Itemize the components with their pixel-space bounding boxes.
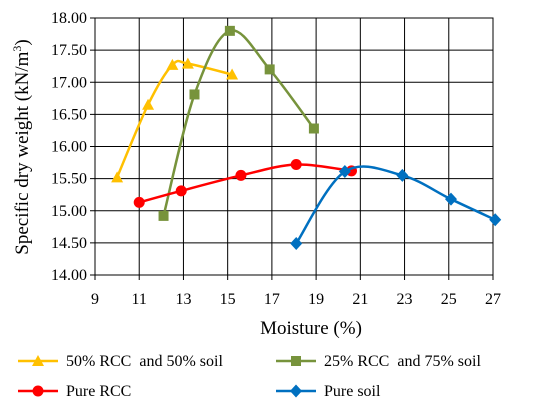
legend-item: 25% RCC and 75% soil <box>276 353 481 370</box>
x-tick-label: 9 <box>91 291 99 308</box>
series-line <box>115 59 233 178</box>
series-line <box>295 165 496 245</box>
legend: 50% RCC and 50% soil 25% RCC and 75% soil… <box>18 353 481 400</box>
y-axis-title-close: ) <box>12 39 33 45</box>
y-tick-labels: 14.00 14.50 15.00 15.50 16.00 16.50 17.00 17.50… <box>51 10 87 284</box>
y-axis-title-main: Specific dry weight (kN/m <box>12 51 33 254</box>
data-point <box>308 123 319 134</box>
data-point <box>290 158 302 170</box>
legend-swatch-marker <box>291 356 301 366</box>
data-point <box>226 68 239 80</box>
legend-item: Pure soil <box>276 383 381 400</box>
data-point <box>158 210 169 221</box>
series-square <box>158 25 319 221</box>
plot-area-border <box>94 17 494 276</box>
x-tick-label: 11 <box>132 291 147 308</box>
series-triangle <box>111 57 239 183</box>
data-point <box>444 192 457 206</box>
y-tick-label: 14.50 <box>51 235 87 252</box>
x-tick-labels: 9 11 13 15 17 19 21 23 25 27 <box>91 291 501 308</box>
x-tick-label: 21 <box>352 291 368 308</box>
data-point <box>235 169 247 181</box>
x-tick-label: 27 <box>485 291 501 308</box>
legend-swatch-marker <box>32 385 44 397</box>
data-point <box>290 237 303 251</box>
data-point <box>396 168 409 182</box>
y-tick-label: 16.00 <box>51 139 87 156</box>
y-tick-label: 17.50 <box>51 42 87 59</box>
data-point <box>224 25 235 36</box>
legend-swatch-marker <box>290 384 302 398</box>
legend-swatch-marker <box>32 355 44 366</box>
data-point <box>175 185 187 197</box>
axes <box>90 17 494 280</box>
data-point <box>189 89 200 100</box>
series-diamond <box>290 165 502 251</box>
legend-label: Pure RCC <box>66 383 131 400</box>
data-point <box>111 171 124 183</box>
legend-item: 50% RCC and 50% soil <box>18 353 223 370</box>
x-tick-label: 13 <box>175 291 191 308</box>
legend-item: Pure RCC <box>18 383 131 400</box>
data-point <box>166 58 179 70</box>
series-line <box>162 29 315 217</box>
x-axis-title: Moisture (%) <box>260 318 362 339</box>
y-tick-label: 17.00 <box>51 74 87 91</box>
legend-label: Pure soil <box>324 383 381 400</box>
data-point <box>133 196 145 208</box>
data-point <box>142 98 155 110</box>
data-point <box>181 57 194 69</box>
data-point <box>338 165 351 179</box>
legend-label: 50% RCC and 50% soil <box>66 353 223 370</box>
series-layer <box>111 25 502 251</box>
x-tick-label: 25 <box>441 291 457 308</box>
y-tick-label: 16.50 <box>51 106 87 123</box>
gridlines <box>94 17 494 276</box>
data-point <box>264 64 275 75</box>
x-tick-label: 17 <box>264 291 280 308</box>
y-tick-label: 18.00 <box>51 10 87 27</box>
y-tick-label: 14.00 <box>51 267 87 284</box>
y-tick-label: 15.00 <box>51 203 87 220</box>
legend-label: 25% RCC and 75% soil <box>324 353 481 370</box>
x-tick-label: 19 <box>308 291 324 308</box>
y-tick-label: 15.50 <box>51 171 87 188</box>
y-axis-title-sup: 3 <box>10 46 24 52</box>
x-tick-label: 23 <box>397 291 413 308</box>
y-axis-title: Specific dry weight (kN/m3) <box>10 39 33 254</box>
x-tick-label: 15 <box>220 291 236 308</box>
data-point <box>489 213 502 227</box>
